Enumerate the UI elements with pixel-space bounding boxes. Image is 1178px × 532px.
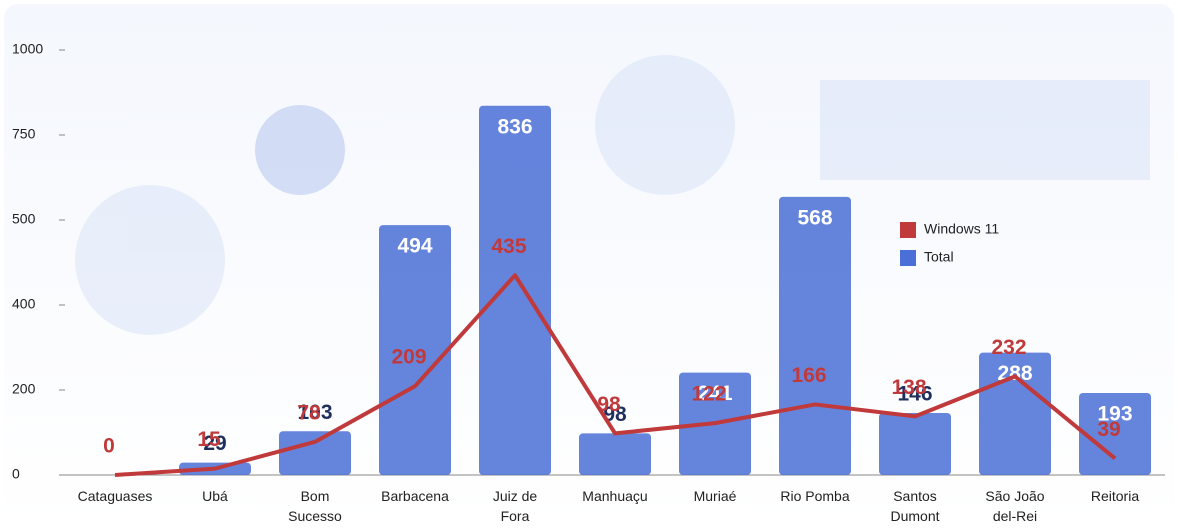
bar xyxy=(1079,392,1151,475)
bar-value-label: 103 xyxy=(297,401,332,424)
x-tick-label: Bom Sucesso xyxy=(288,488,342,524)
y-tick-label: 0 xyxy=(12,466,20,482)
x-tick-label: Muriaé xyxy=(694,488,737,504)
legend-swatch xyxy=(900,250,916,266)
x-tick-label: Barbacena xyxy=(381,488,449,504)
bar-value-label: 29 xyxy=(203,432,226,455)
line-value-label: 232 xyxy=(991,336,1026,359)
x-tick-label: Cataguases xyxy=(78,488,153,504)
line-value-label: 209 xyxy=(391,346,426,369)
background xyxy=(4,4,1174,528)
line-value-label: 15 xyxy=(197,428,221,451)
decoration xyxy=(75,55,1150,335)
line-value-label: 138 xyxy=(891,376,926,399)
y-tick-label: 400 xyxy=(12,296,36,312)
bar-value-label: 241 xyxy=(697,382,732,405)
bar-value-label: 568 xyxy=(797,206,832,229)
line xyxy=(114,273,1117,477)
bar xyxy=(779,196,851,475)
bar xyxy=(479,105,551,475)
bar xyxy=(379,225,451,475)
x-tick-label: Rio Pomba xyxy=(780,488,849,504)
y-tick-label: 500 xyxy=(12,211,36,227)
line-value-label: 435 xyxy=(491,235,526,258)
line-value-label: 0 xyxy=(103,435,115,458)
bar-value-label: 98 xyxy=(603,403,627,426)
x-tick-label: Ubá xyxy=(202,488,228,504)
bar xyxy=(879,412,951,475)
line-value-label: 98 xyxy=(597,393,621,416)
line-value-label: 39 xyxy=(1097,418,1120,441)
legend-label: Total xyxy=(924,249,954,265)
bar xyxy=(279,431,351,475)
x-tick-label: Santos Dumont xyxy=(890,488,939,524)
x-tick-label: São João del-Rei xyxy=(985,488,1044,524)
line-value-label: 78 xyxy=(297,401,321,424)
x-tick-label: Reitoria xyxy=(1091,488,1139,504)
line-value-label: 166 xyxy=(791,364,826,387)
bar xyxy=(579,433,651,475)
x-tick-label: Juiz de Fora xyxy=(493,488,538,524)
bar-value-label: 494 xyxy=(397,235,432,258)
x-tick-label: Manhuaçu xyxy=(582,488,647,504)
bar-value-label: 836 xyxy=(497,115,532,138)
y-tick-label: 1000 xyxy=(12,41,43,57)
y-tick-label: 200 xyxy=(12,381,36,397)
bar-value-label: 146 xyxy=(897,382,932,405)
bar-value-label: 193 xyxy=(1097,403,1132,426)
line-value-label: 122 xyxy=(691,383,726,406)
legend-swatch xyxy=(900,222,916,238)
y-tick-label: 750 xyxy=(12,126,36,142)
legend-label: Windows 11 xyxy=(924,221,999,237)
